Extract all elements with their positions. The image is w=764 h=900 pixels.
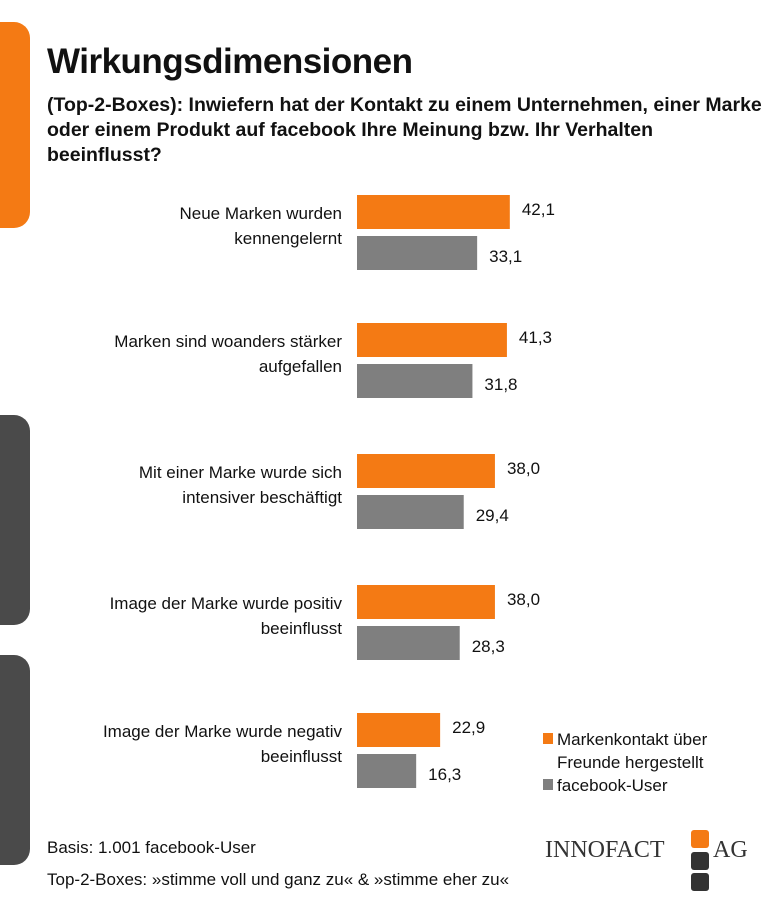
category-label: Image der Marke wurde positiv xyxy=(110,594,343,613)
value-label: 28,3 xyxy=(472,637,505,656)
value-label: 22,9 xyxy=(452,718,485,737)
orange-side-decoration xyxy=(0,22,30,228)
category-label: Image der Marke wurde negativ xyxy=(103,722,343,741)
bar-gray xyxy=(357,236,478,270)
category-label: intensiver beschäftigt xyxy=(182,488,342,507)
bar-chart: Neue Marken wurden kennengelernt 42,1 33,1 M… xyxy=(103,195,708,795)
value-label: 33,1 xyxy=(489,247,522,266)
category-label: Mit einer Marke wurde sich xyxy=(139,463,342,482)
value-label: 38,0 xyxy=(507,590,540,609)
svg-text:INNOFACT: INNOFACT xyxy=(545,837,665,863)
category-label: beeinflusst xyxy=(261,619,343,638)
category-label: Marken sind woanders stärker xyxy=(114,332,342,351)
category-label: beeinflusst xyxy=(261,747,343,766)
innofact-logo: INNOFACT AG xyxy=(545,830,748,891)
category-label: kennengelernt xyxy=(234,229,342,248)
bar-orange xyxy=(357,713,441,747)
bar-gray xyxy=(357,364,473,398)
value-label: 29,4 xyxy=(476,506,509,525)
footer-note: Top-2-Boxes: »stimme voll und ganz zu« &… xyxy=(47,870,510,889)
value-label: 42,1 xyxy=(522,200,555,219)
value-label: 31,8 xyxy=(484,375,517,394)
value-label: 41,3 xyxy=(519,328,552,347)
legend-label: Markenkontakt über xyxy=(557,730,708,749)
bar-gray xyxy=(357,626,460,660)
page-title: Wirkungsdimensionen xyxy=(47,42,413,81)
legend-swatch xyxy=(543,733,553,744)
bar-orange xyxy=(357,195,510,229)
bar-orange xyxy=(357,454,495,488)
legend-label: Freunde hergestellt xyxy=(557,753,704,772)
legend-swatch xyxy=(543,779,553,790)
bar-gray xyxy=(357,495,464,529)
value-label: 16,3 xyxy=(428,765,461,784)
value-label: 38,0 xyxy=(507,459,540,478)
gray-side-decoration xyxy=(0,655,30,865)
bar-orange xyxy=(357,323,507,357)
bar-gray xyxy=(357,754,417,788)
page-subtitle: (Top-2-Boxes): Inwiefern hat der Kontakt… xyxy=(47,94,762,166)
category-label: aufgefallen xyxy=(259,357,342,376)
svg-text:AG: AG xyxy=(713,837,748,863)
gray-side-decoration xyxy=(0,415,30,625)
footer-basis: Basis: 1.001 facebook-User xyxy=(47,838,256,857)
legend-label: facebook-User xyxy=(557,776,668,795)
category-label: Neue Marken wurden xyxy=(179,204,342,223)
bar-orange xyxy=(357,585,495,619)
